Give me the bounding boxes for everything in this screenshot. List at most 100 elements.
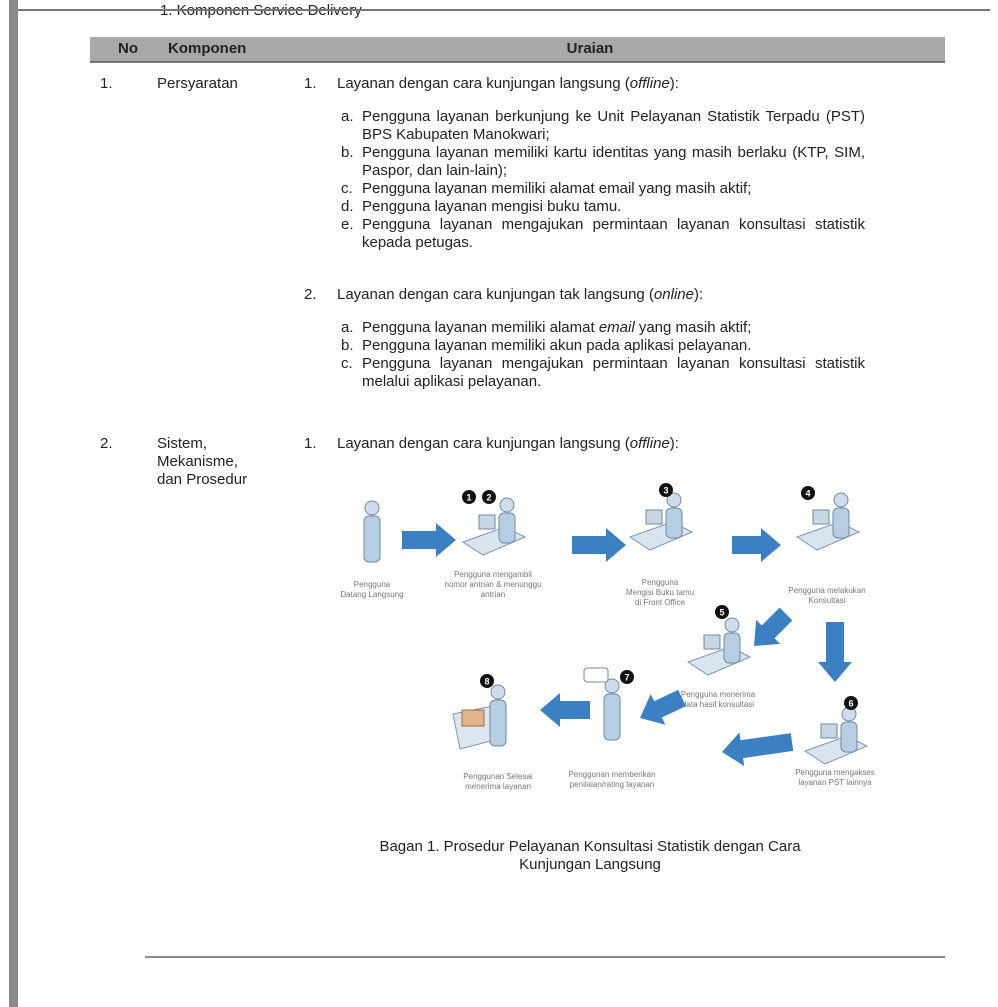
item-letter: e. bbox=[341, 216, 354, 233]
list-item: c. Pengguna layanan memiliki alamat email… bbox=[341, 180, 874, 198]
person-body bbox=[603, 693, 621, 741]
text-run: Pengguna layanan mengajukan permintaan l… bbox=[362, 216, 870, 251]
step-label-line: Pengguna mengakses bbox=[795, 768, 875, 777]
flow-arrow bbox=[402, 523, 456, 557]
step-icon bbox=[583, 667, 621, 741]
item-letter: c. bbox=[341, 355, 353, 372]
step-badge bbox=[462, 490, 476, 504]
item-list: a. Pengguna layanan memiliki alamat email… bbox=[341, 319, 874, 391]
emphasis: email bbox=[598, 319, 635, 336]
step-label-line: Konsultasi bbox=[808, 596, 846, 605]
step-number: 7 bbox=[624, 673, 629, 683]
text-run: Layanan dengan cara kunjungan langsung ( bbox=[337, 75, 630, 92]
step-label-line: Datang Langsung bbox=[340, 590, 404, 599]
step-label-line: di Front Office bbox=[634, 598, 686, 607]
item-text: Pengguna layanan memiliki alamat email y… bbox=[362, 319, 865, 337]
item-text: Pengguna layanan berkunjung ke Unit Pela… bbox=[362, 108, 865, 144]
item-letter: a. bbox=[341, 319, 354, 336]
step-number: 8 bbox=[484, 677, 489, 687]
flow-arrow bbox=[754, 607, 793, 646]
section-number: 2. bbox=[304, 286, 317, 303]
step-label: Pengguna Mengisi Buku tamu di Front Office bbox=[600, 578, 720, 608]
step-label-line: penilaian/rating layanan bbox=[569, 780, 655, 789]
step-icon bbox=[686, 617, 752, 676]
section-title-text: Layanan dengan cara kunjungan langsung (… bbox=[337, 75, 679, 93]
step-number: 2 bbox=[486, 493, 491, 503]
step-label-line: layanan PST lainnya bbox=[798, 778, 872, 787]
step-icon bbox=[452, 684, 507, 750]
left-edge-bar bbox=[9, 0, 18, 1007]
step-label-line: Pengguna mengambil bbox=[454, 570, 532, 579]
description-section: 1. Layanan dengan cara kunjungan langsung… bbox=[304, 75, 874, 252]
desk bbox=[803, 735, 869, 765]
flow-arrow bbox=[722, 732, 794, 767]
flow-arrow bbox=[732, 528, 781, 562]
list-item: e. Pengguna layanan mengajukan permintaan… bbox=[341, 216, 874, 252]
list-item: c. Pengguna layanan mengajukan permintaan… bbox=[341, 355, 874, 391]
step-number: 3 bbox=[663, 486, 668, 496]
column-header: Komponen bbox=[168, 40, 247, 57]
step-badge bbox=[659, 483, 673, 497]
top-rule bbox=[18, 9, 990, 11]
item-text: Pengguna layanan memiliki alamat email y… bbox=[362, 180, 865, 198]
person-body bbox=[665, 507, 683, 539]
person-head bbox=[499, 497, 515, 513]
person-head bbox=[724, 617, 740, 633]
text-run: yang masih aktif; bbox=[634, 319, 752, 336]
step-icon bbox=[461, 497, 527, 556]
text-run: Pengguna layanan memiliki alamat email y… bbox=[362, 180, 752, 197]
person-head bbox=[604, 678, 620, 694]
text-run: Pengguna layanan mengajukan permintaan l… bbox=[362, 355, 870, 390]
step-label-line: Pengguna bbox=[641, 578, 679, 587]
component-line: Persyaratan bbox=[157, 75, 238, 92]
step-label-line: menerima layanan bbox=[465, 782, 531, 791]
equipment bbox=[645, 509, 663, 525]
speech-bubble bbox=[583, 667, 609, 683]
component-line: dan Prosedur bbox=[157, 471, 248, 488]
list-item: a. Pengguna layanan berkunjung ke Unit Pe… bbox=[341, 108, 874, 144]
step-badge bbox=[480, 674, 494, 688]
step-icon bbox=[795, 492, 861, 551]
item-text: Pengguna layanan mengajukan permintaan l… bbox=[362, 355, 865, 391]
step-badge bbox=[482, 490, 496, 504]
section-title-text: Layanan dengan cara kunjungan langsung (… bbox=[337, 435, 679, 453]
section-title: 1. Layanan dengan cara kunjungan langsung… bbox=[304, 435, 874, 453]
item-text: Pengguna layanan memiliki kartu identita… bbox=[362, 144, 865, 180]
flow-arrow bbox=[540, 693, 590, 727]
parcel bbox=[461, 709, 485, 727]
component-line: Sistem, bbox=[157, 435, 208, 452]
text-run: Layanan dengan cara kunjungan tak langsu… bbox=[337, 286, 654, 303]
section-number: 1. bbox=[304, 435, 317, 452]
step-label: Pengguna mengakses layanan PST lainnya bbox=[775, 768, 895, 788]
item-text: Pengguna layanan mengajukan permintaan l… bbox=[362, 216, 865, 252]
text-run: Pengguna layanan memiliki akun pada apli… bbox=[362, 337, 752, 354]
step-badge bbox=[801, 486, 815, 500]
step-number: 5 bbox=[719, 608, 724, 618]
caption-line: Kunjungan Langsung bbox=[519, 856, 661, 873]
person-head bbox=[666, 492, 682, 508]
section-title-text: Layanan dengan cara kunjungan tak langsu… bbox=[337, 286, 703, 304]
desk bbox=[461, 526, 527, 556]
step-label: Pengguna mengambil nomor antrian & menung… bbox=[433, 570, 553, 600]
emphasis: online bbox=[653, 286, 694, 303]
emphasis: offline bbox=[629, 435, 670, 452]
desk bbox=[795, 521, 861, 551]
item-text: Pengguna layanan memiliki akun pada apli… bbox=[362, 337, 865, 355]
person-body bbox=[363, 515, 381, 563]
equipment bbox=[820, 723, 838, 739]
step-label-line: Penggunan Selesai bbox=[463, 772, 533, 781]
row-number: 1. bbox=[100, 75, 113, 92]
component-name: Sistem, Mekanisme, dan Prosedur bbox=[157, 435, 247, 489]
section-number: 1. bbox=[304, 75, 317, 92]
person-head bbox=[490, 684, 506, 700]
flow-arrow bbox=[818, 622, 852, 682]
person-body bbox=[723, 632, 741, 664]
step-number: 6 bbox=[848, 699, 853, 709]
step-icon bbox=[363, 500, 381, 563]
step-badge bbox=[844, 696, 858, 710]
component-line: Mekanisme, bbox=[157, 453, 238, 470]
item-letter: d. bbox=[341, 198, 354, 215]
section-title: 2. Layanan dengan cara kunjungan tak lang… bbox=[304, 286, 874, 304]
header-background bbox=[90, 37, 945, 62]
